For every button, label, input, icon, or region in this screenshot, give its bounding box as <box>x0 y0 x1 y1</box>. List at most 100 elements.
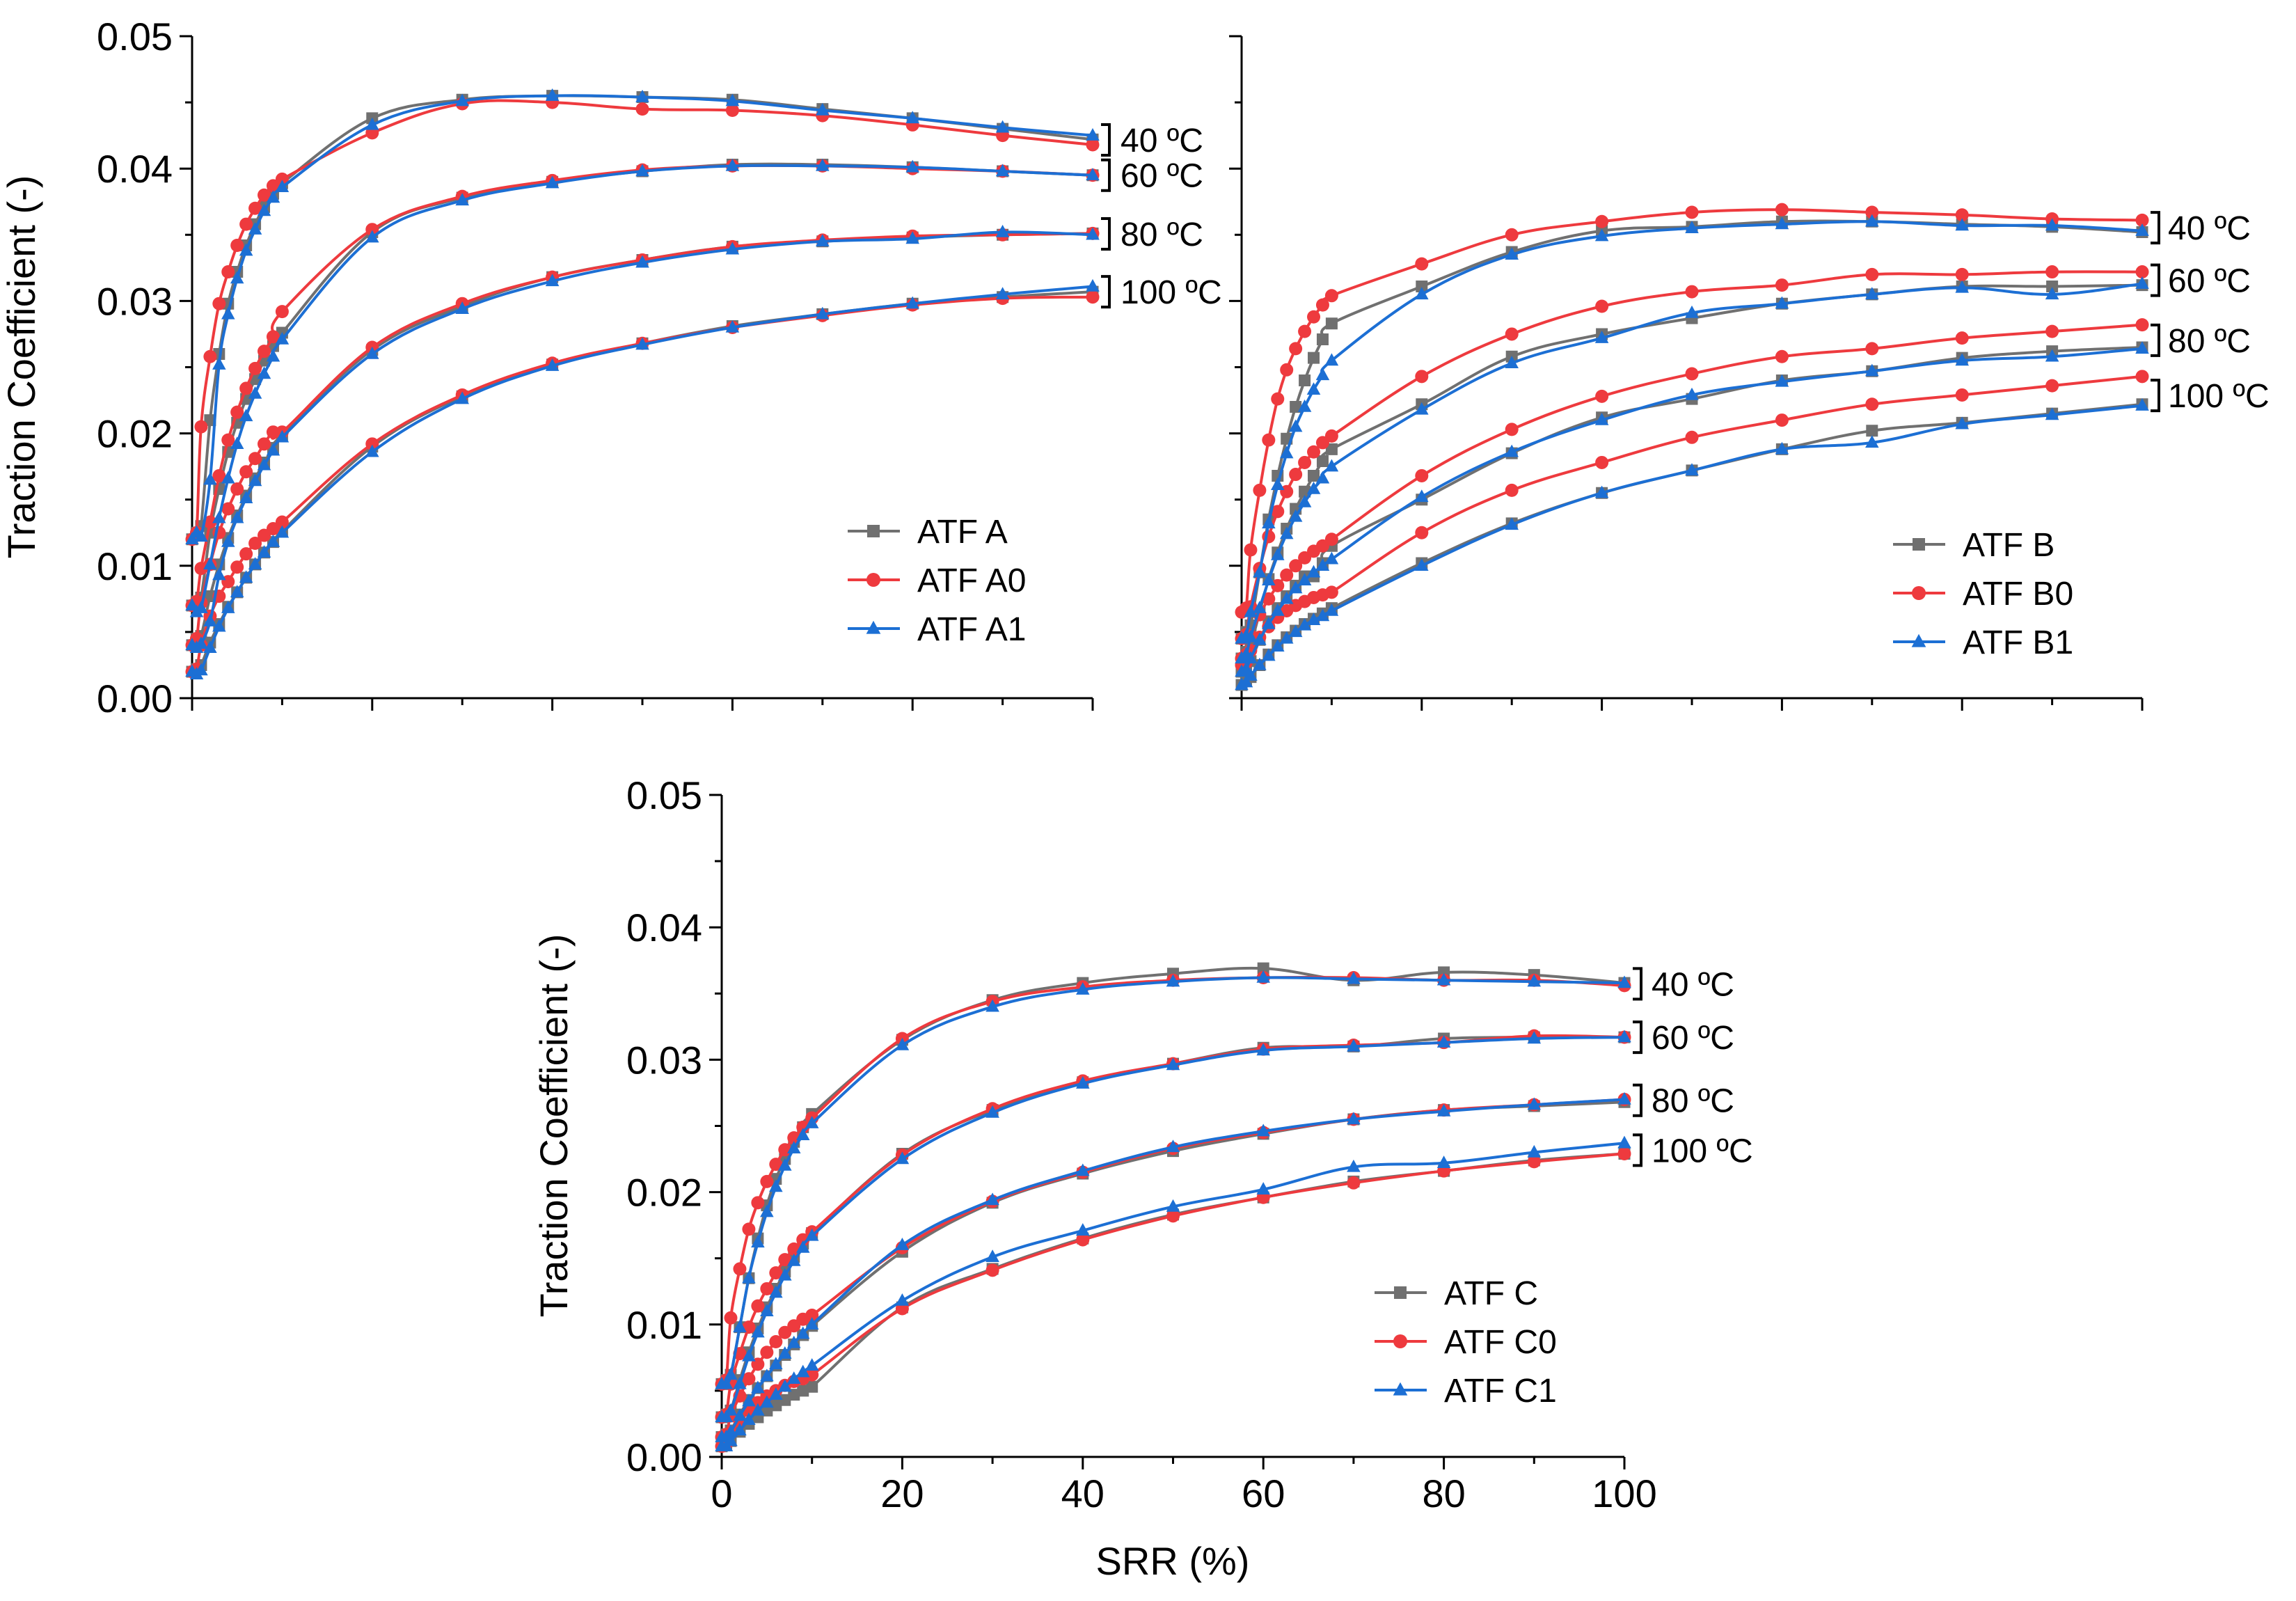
point-atf-c1-60-c <box>1617 1030 1631 1043</box>
point-atf-a1-40-c <box>257 203 271 216</box>
point-atf-b1-100-c <box>1262 648 1276 661</box>
point-atf-b1-60-c <box>1297 494 1312 507</box>
point-atf-b0-60-c <box>1271 505 1285 519</box>
point-atf-b0-60-c <box>1595 299 1609 313</box>
point-atf-c1-100-c <box>1347 1159 1361 1172</box>
point-atf-b1-60-c <box>1288 509 1303 522</box>
point-atf-c1-40-c <box>751 1235 765 1248</box>
point-atf-a1-60-c <box>203 557 217 570</box>
point-atf-c1-100-c <box>895 1293 910 1306</box>
point-atf-b1-100-c <box>2045 407 2059 420</box>
point-atf-a0-60-c <box>365 223 379 237</box>
point-atf-a1-80-c <box>995 224 1010 237</box>
point-atf-c0-100-c <box>805 1368 819 1382</box>
point-atf-a1-100-c <box>221 601 235 613</box>
point-atf-a0-40-c <box>725 104 739 118</box>
point-atf-b1-100-c <box>1270 639 1285 652</box>
point-atf-c1-60-c <box>742 1348 756 1362</box>
point-atf-c1-100-c <box>985 1249 999 1263</box>
point-atf-c-40-c <box>1257 962 1269 975</box>
point-atf-a0-60-c <box>266 330 280 344</box>
point-atf-c1-100-c <box>760 1395 774 1408</box>
legend-label-atf-a0: ATF A0 <box>917 562 1027 599</box>
point-atf-b0-100-c <box>2135 370 2149 384</box>
temp-bracket <box>2151 323 2160 357</box>
x-tick-label: 40 <box>1061 1472 1105 1515</box>
point-atf-c1-40-c <box>895 1037 910 1050</box>
point-atf-c0-40-c <box>724 1311 738 1325</box>
point-atf-b1-80-c <box>1262 616 1276 629</box>
point-atf-b0-40-c <box>1775 203 1789 216</box>
point-atf-a1-80-c <box>248 473 262 487</box>
point-atf-c1-80-c <box>751 1380 765 1394</box>
point-atf-b0-40-c <box>1685 205 1699 219</box>
point-atf-b0-60-c <box>1298 455 1312 469</box>
point-atf-a0-80-c <box>230 482 244 496</box>
point-atf-b-40-c <box>1299 374 1311 387</box>
point-atf-c1-80-c <box>895 1238 910 1250</box>
legend-marker-atf-b <box>1913 538 1925 551</box>
temp-label-80-c: 80 ºC <box>2168 323 2251 360</box>
point-atf-c1-100-c <box>733 1423 747 1436</box>
legend-label-atf-c1: ATF C1 <box>1444 1373 1557 1410</box>
x-tick-label: 20 <box>880 1472 924 1515</box>
temp-bracket <box>1101 123 1111 157</box>
temp-label-100-c: 100 ºC <box>1652 1133 1753 1169</box>
point-atf-c1-60-c <box>760 1304 774 1317</box>
point-atf-c1-100-c <box>1617 1135 1631 1149</box>
point-atf-b0-100-c <box>1505 483 1519 497</box>
point-atf-a1-80-c <box>221 534 235 547</box>
point-atf-a0-40-c <box>230 239 244 253</box>
point-atf-c1-100-c <box>1076 1223 1090 1236</box>
temp-bracket <box>2151 263 2160 297</box>
point-atf-b0-60-c <box>1289 468 1303 482</box>
point-atf-c1-60-c <box>1166 1057 1180 1071</box>
point-atf-c1-80-c <box>760 1369 774 1382</box>
point-atf-b1-80-c <box>1297 573 1312 585</box>
point-atf-c1-40-c <box>724 1367 738 1380</box>
point-atf-b0-40-c <box>1253 483 1267 497</box>
point-atf-b0-40-c <box>1324 289 1338 303</box>
point-atf-a1-100-c <box>365 444 379 457</box>
point-atf-a1-60-c <box>275 331 290 345</box>
point-atf-a1-40-c <box>545 88 560 101</box>
x-tick-label: 80 <box>1422 1472 1465 1515</box>
point-atf-a1-60-c <box>239 409 253 422</box>
panel-atf-c: 0.00 0.01 0.02 0.03 0.04 0.05 0 20 40 60 80 100 Trac… <box>532 773 1753 1583</box>
point-atf-c1-80-c <box>795 1326 810 1339</box>
point-atf-b1-80-c <box>1244 651 1258 664</box>
point-atf-c1-80-c <box>1527 1097 1542 1110</box>
point-atf-b1-60-c <box>1775 296 1789 309</box>
point-atf-c1-60-c <box>1527 1031 1542 1044</box>
point-atf-b1-80-c <box>1955 353 1969 366</box>
temp-label-100-c: 100 ºC <box>2168 378 2270 415</box>
point-atf-b0-40-c <box>1262 433 1276 447</box>
point-atf-b-40-c <box>1308 352 1320 364</box>
legend-label-atf-b0: ATF B0 <box>1963 576 2073 613</box>
point-atf-a0-80-c <box>258 437 271 451</box>
point-atf-c1-40-c <box>1256 970 1270 983</box>
legend-label-atf-b1: ATF B1 <box>1963 624 2073 661</box>
point-atf-b1-60-c <box>1685 305 1699 318</box>
point-atf-a0-80-c <box>248 452 262 466</box>
temp-bracket <box>1101 217 1111 251</box>
panel-atf-b: 40 ºC 60 ºC 80 ºC 100 ºC ATF B ATF B0 ATF B1 <box>1229 35 2270 711</box>
point-atf-a1-80-c <box>257 457 271 471</box>
point-atf-b-40-c <box>1325 317 1338 330</box>
point-atf-a1-80-c <box>725 242 740 255</box>
point-atf-c1-100-c <box>795 1364 810 1378</box>
point-atf-b0-60-c <box>1415 370 1429 384</box>
legend-label-atf-a1: ATF A1 <box>917 611 1027 648</box>
point-atf-c1-40-c <box>1166 974 1180 987</box>
point-atf-b1-100-c <box>1297 617 1312 631</box>
point-atf-c0-100-c <box>1617 1146 1631 1160</box>
point-atf-a1-80-c <box>545 274 560 287</box>
point-atf-c1-40-c <box>1076 981 1090 995</box>
point-atf-c1-100-c <box>805 1358 819 1371</box>
point-atf-a1-60-c <box>221 471 235 484</box>
point-atf-a0-60-c <box>239 381 253 395</box>
point-atf-b-60-c <box>1308 469 1320 482</box>
point-atf-b1-80-c <box>1315 558 1330 571</box>
y-tick-label: 0.03 <box>97 279 173 323</box>
